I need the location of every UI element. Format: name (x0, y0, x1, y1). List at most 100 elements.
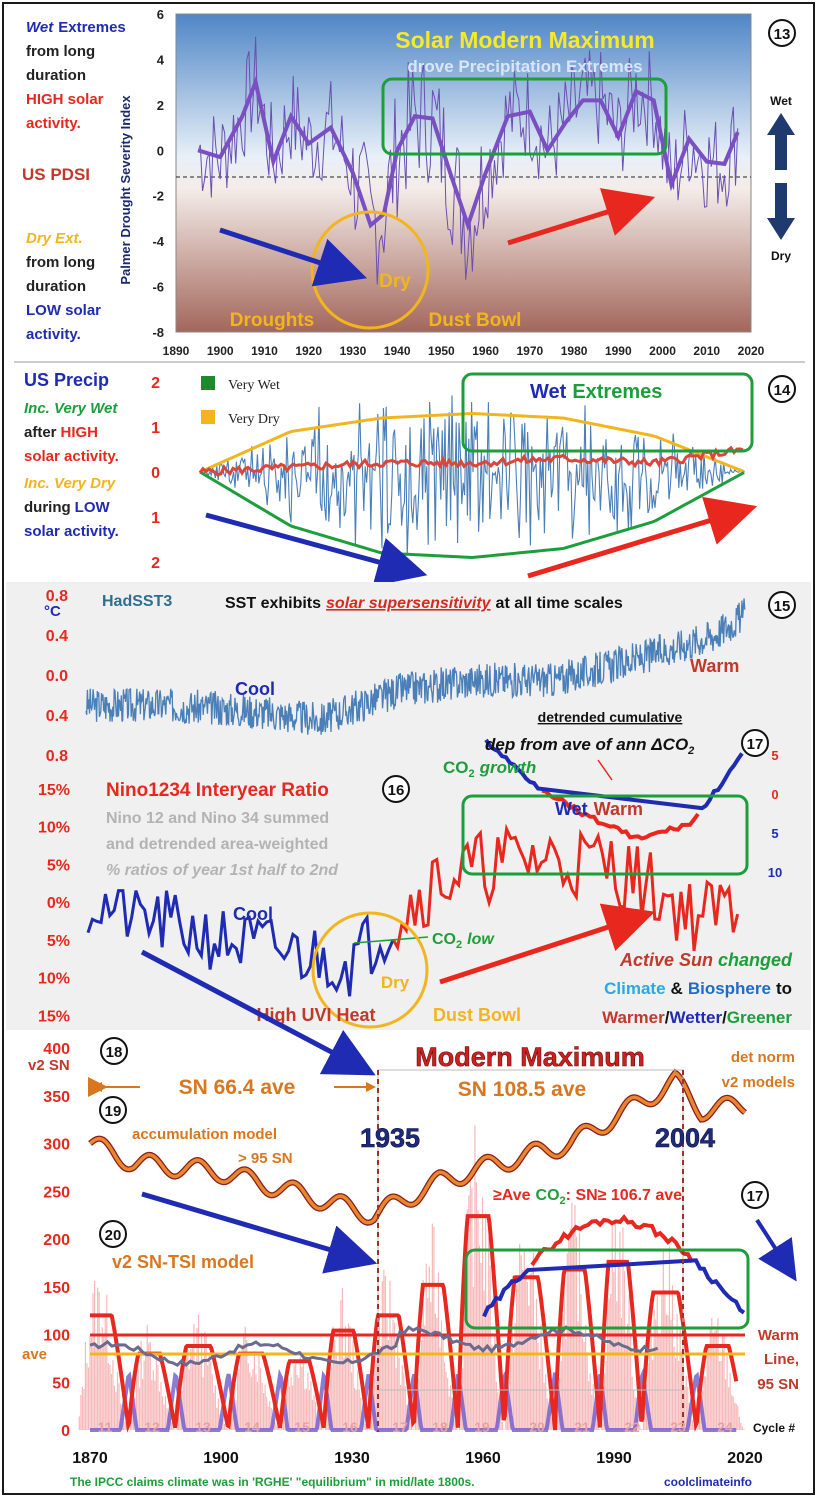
pdsi-xtick: 2010 (693, 344, 720, 358)
sn-tsi-red (90, 1214, 739, 1433)
pdsi-xtick: 2020 (738, 344, 765, 358)
modern-max-title: Modern Maximum (415, 1042, 645, 1072)
sst-ytick: 0.4 (46, 628, 68, 645)
sn-y-ticks: 400 350 300 250 200 150 100 50 0 (43, 1041, 70, 1440)
co2-rtick: 10 (768, 865, 782, 880)
cycle-number: 19 (474, 1419, 490, 1435)
legend-very-dry-swatch (201, 410, 215, 424)
legend-very-dry: Very Dry (228, 412, 280, 427)
nino-ytick: 5% (47, 933, 70, 950)
v2-models: v2 models (722, 1074, 795, 1091)
us-pdsi: US PDSI (22, 165, 90, 184)
sn-xtick: 1990 (596, 1450, 632, 1467)
activity2: activity. (26, 326, 81, 343)
pdsi-xtick: 1890 (163, 344, 190, 358)
sst-ytick: 0.8 (46, 748, 68, 765)
p16-warm: Warm (594, 799, 643, 819)
legend-very-wet-swatch (201, 376, 215, 390)
dep-label: dep from ave of ann ΔCO2 (485, 735, 694, 757)
nino-sub3: % ratios of year 1st half to 2nd (106, 862, 339, 879)
year-1935: 1935 (360, 1123, 420, 1153)
co2-sub: 2 (469, 768, 475, 780)
p16-wet-box (461, 794, 749, 876)
hadsst3-label: HadSST3 (102, 593, 172, 610)
accum-line (88, 1070, 747, 1225)
amp-word: & (671, 979, 683, 998)
droughts-label: Droughts (230, 310, 314, 331)
precip-mean-line (198, 445, 744, 477)
sn-ytick: 100 (43, 1328, 70, 1345)
sn-cycle-blue (90, 1368, 737, 1432)
sn-ytick: 350 (43, 1089, 70, 1106)
sst-title-c: at all time scales (496, 595, 623, 612)
sn-ytick: 50 (52, 1375, 70, 1392)
sst-line (85, 598, 746, 735)
p14-wet-word: Wet (530, 381, 567, 403)
badge-15-text: 15 (774, 598, 791, 615)
pdsi-xtick: 1970 (516, 344, 543, 358)
down-arrow-icon (767, 183, 795, 240)
red-arrow-16 (439, 903, 656, 985)
ave-co2-sub: 2 (560, 1195, 566, 1207)
co2-rtick: 0 (771, 787, 778, 802)
p14-extremes-word: Extremes (572, 381, 662, 403)
cycle-hash: Cycle # (753, 1421, 795, 1435)
legend-very-wet: Very Wet (228, 378, 280, 393)
growth-word: growth (479, 758, 537, 777)
dep-sub: 2 (687, 745, 694, 757)
long3: from long (26, 254, 95, 271)
ave-label: ave (22, 1346, 47, 1363)
up-arrow-icon (767, 113, 795, 170)
nino-ytick: 0% (47, 895, 70, 912)
co2-growth: CO2 growth (443, 758, 536, 780)
low-solar: LOW solar (26, 302, 101, 319)
sn-x-ticks: 1870 1900 1930 1960 1990 2020 (72, 1450, 763, 1467)
ave-co2-b: CO (536, 1187, 560, 1204)
dep-text: dep from ave of ann ΔCO (485, 735, 688, 754)
sst-title-b: solar supersensitivity (326, 595, 492, 612)
pdsi-xtick: 1960 (472, 344, 499, 358)
nino-ytick: 15% (38, 782, 70, 799)
pdsi-ytick: 6 (157, 7, 164, 22)
pdsi-xtick: 1980 (561, 344, 588, 358)
badge-17b (741, 1181, 769, 1209)
co2-cumulative-blue (484, 738, 744, 811)
precip-ytick: 2 (151, 555, 160, 572)
pdsi-ylabel: Palmer Drought Severity Index (118, 95, 133, 285)
pdsi-raw-line (197, 36, 739, 285)
precip-y-ticks: 2 1 0 1 2 (151, 375, 160, 572)
nino-sub2: and detrended area-weighted (106, 836, 328, 853)
during-word: during (24, 499, 71, 516)
high-uvi-heat: High UVI Heat (256, 1005, 375, 1025)
climate-word: Climate (604, 979, 665, 998)
pdsi-xtick: 1930 (340, 344, 367, 358)
pdsi-ytick: -4 (152, 234, 164, 249)
warm-line-label1: Warm (758, 1327, 799, 1344)
cycle-number: 13 (195, 1419, 211, 1435)
cycle-number: 12 (144, 1419, 160, 1435)
cycle-number: 23 (670, 1419, 686, 1435)
badge-14-text: 14 (774, 382, 791, 399)
co2low-word: CO (432, 931, 456, 948)
dry-label: Dry (379, 271, 411, 292)
sst-ytick: 0.8 (46, 588, 68, 605)
activity1: activity. (26, 115, 81, 132)
cycle-number: 11 (98, 1419, 113, 1435)
cycle-number: 18 (432, 1419, 448, 1435)
solar-activity2: solar activity. (24, 523, 119, 540)
nino-ytick: 10% (38, 820, 70, 837)
pdsi-xtick: 1940 (384, 344, 411, 358)
sn-ytick: 150 (43, 1280, 70, 1297)
dry-circle-16 (311, 911, 429, 1029)
co2-word: CO (443, 758, 469, 777)
p13-title: Solar Modern Maximum (395, 27, 654, 53)
cycle-number: 24 (717, 1419, 733, 1435)
warmer-word: Warmer (602, 1008, 665, 1027)
nino-ytick: 10% (38, 971, 70, 988)
accum-label: accumulation model (132, 1126, 277, 1143)
p16-wet: Wet (555, 799, 588, 819)
badge-17a (741, 729, 769, 757)
badge-13-text: 13 (774, 26, 791, 43)
pdsi-ytick: 2 (157, 98, 164, 113)
